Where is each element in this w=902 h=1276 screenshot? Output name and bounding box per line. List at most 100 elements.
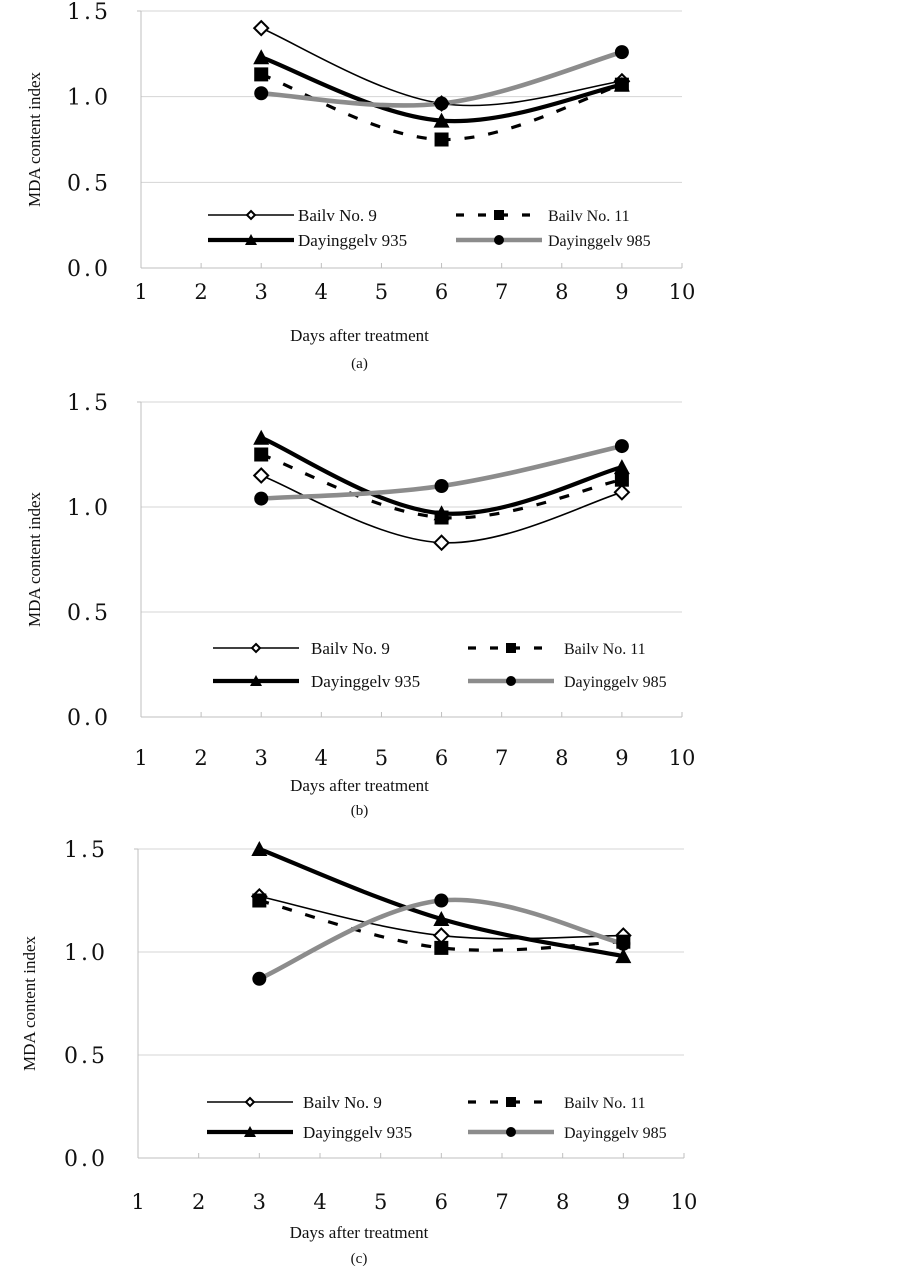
chart-b-svg: 0.0 0.5 1.0 1.5 1 2 3 4 5 6 7 8 9 10 Days after treatm…	[25, 391, 696, 819]
legend-label: Dayinggelv 985	[548, 233, 651, 250]
x-tick-label: 6	[435, 1190, 448, 1214]
legend-marker	[245, 209, 257, 221]
y-tick-label: 1.5	[67, 0, 111, 25]
legend-label: Bailv No. 9	[311, 639, 390, 658]
x-tick-label: 3	[255, 280, 268, 304]
x-tick-label: 5	[374, 1190, 387, 1214]
data-point-bailv-no-11	[254, 447, 269, 462]
chart-a-svg: 0.0 0.5 1.0 1.5 1 2 3 4 5 6 7 8 9 10 Days after treatm…	[25, 0, 696, 372]
legend-marker	[506, 643, 516, 653]
x-tick-label: 6	[435, 280, 448, 304]
data-point-dayinggelv-935	[253, 429, 270, 445]
x-tick-label: 4	[313, 1190, 326, 1214]
data-point-dayinggelv-985	[434, 893, 449, 908]
panel-label: (a)	[351, 356, 368, 372]
y-tick-label: 1.0	[64, 941, 108, 966]
data-point-dayinggelv-935	[433, 911, 450, 927]
data-point-bailv-no-9	[433, 534, 450, 552]
legend-label: Bailv No. 11	[548, 208, 630, 225]
y-tick-label: 1.0	[67, 86, 111, 111]
x-tick-label: 8	[556, 1190, 569, 1214]
data-point-bailv-no-11	[254, 67, 269, 82]
data-point-dayinggelv-935	[251, 841, 268, 856]
legend-marker	[494, 210, 504, 220]
legend-label: Bailv No. 11	[564, 641, 646, 658]
data-point-dayinggelv-935	[433, 505, 450, 521]
data-point-dayinggelv-935	[613, 459, 630, 475]
x-axis-label: Days after treatment	[290, 326, 429, 345]
x-tick-label: 1	[131, 1190, 144, 1214]
legend-label: Dayinggelv 935	[298, 231, 407, 250]
x-tick-label: 10	[669, 746, 696, 770]
legend-label: Dayinggelv 985	[564, 1125, 667, 1142]
x-tick-label: 8	[555, 280, 568, 304]
x-axis-label: Days after treatment	[290, 776, 429, 795]
x-tick-label: 1	[134, 746, 147, 770]
data-point-bailv-no-9	[613, 483, 631, 501]
chart-panel-c: 0.0 0.5 1.0 1.5 1 2 3 4 5 6 7 8 9 10 Days after treatm…	[0, 825, 902, 1271]
data-point-dayinggelv-985	[252, 971, 267, 986]
y-tick-label: 0.0	[64, 1147, 108, 1172]
data-point-dayinggelv-935	[615, 948, 632, 964]
legend-marker	[244, 1096, 256, 1108]
x-tick-label: 9	[615, 280, 628, 304]
y-tick-label: 0.0	[67, 706, 111, 731]
data-point-dayinggelv-935	[253, 49, 270, 65]
x-tick-label: 2	[194, 746, 207, 770]
series-line-bailv-no-9	[260, 27, 622, 107]
y-tick-label: 1.0	[67, 496, 111, 521]
y-tick-label: 1.5	[67, 391, 111, 416]
legend-marker	[244, 1126, 256, 1137]
data-point-bailv-no-9	[432, 927, 450, 944]
data-point-bailv-no-11	[252, 893, 267, 908]
y-tick-label: 1.5	[64, 838, 108, 863]
y-axis-label: MDA content index	[25, 71, 44, 207]
x-tick-label: 4	[315, 280, 328, 304]
data-point-dayinggelv-985	[254, 491, 269, 506]
x-tick-label: 7	[495, 1190, 508, 1214]
x-tick-label: 5	[375, 280, 388, 304]
chart-c-svg: 0.0 0.5 1.0 1.5 1 2 3 4 5 6 7 8 9 10 Days after treatm…	[20, 838, 698, 1267]
legend-label: Bailv No. 9	[303, 1093, 382, 1112]
data-point-dayinggelv-985	[614, 439, 629, 454]
data-point-dayinggelv-935	[613, 76, 630, 92]
legend-marker	[494, 235, 504, 245]
data-point-dayinggelv-985	[616, 936, 631, 951]
x-tick-label: 10	[671, 1190, 698, 1214]
x-tick-label: 10	[669, 280, 696, 304]
x-tick-label: 9	[617, 1190, 630, 1214]
legend-label: Bailv No. 11	[564, 1095, 646, 1112]
x-tick-label: 2	[192, 1190, 205, 1214]
x-tick-label: 3	[255, 746, 268, 770]
x-tick-label: 5	[375, 746, 388, 770]
data-point-bailv-no-11	[434, 132, 449, 147]
y-tick-label: 0.5	[67, 171, 111, 196]
data-point-dayinggelv-935	[433, 112, 450, 128]
y-tick-label: 0.0	[67, 257, 111, 282]
y-axis-label: MDA content index	[20, 935, 39, 1071]
legend-label: Dayinggelv 935	[311, 672, 420, 691]
x-axis-label: Days after treatment	[290, 1223, 429, 1242]
y-axis-label: MDA content index	[25, 491, 44, 627]
x-tick-label: 7	[495, 746, 508, 770]
x-tick-label: 1	[134, 280, 147, 304]
x-tick-label: 9	[615, 746, 628, 770]
legend-marker	[506, 1097, 516, 1107]
legend-marker	[506, 1127, 516, 1137]
series-line-dayinggelv-935	[260, 435, 623, 516]
data-point-bailv-no-9	[252, 467, 270, 484]
legend-marker	[250, 675, 262, 686]
data-point-dayinggelv-985	[434, 479, 449, 493]
panel-label: (b)	[351, 803, 369, 819]
data-point-bailv-no-11	[614, 472, 629, 487]
data-point-bailv-no-11	[434, 940, 449, 955]
x-tick-label: 2	[194, 280, 207, 304]
data-point-dayinggelv-985	[434, 96, 449, 111]
x-tick-label: 7	[495, 280, 508, 304]
x-tick-label: 6	[435, 746, 448, 770]
chart-panel-a: 0.0 0.5 1.0 1.5 1 2 3 4 5 6 7 8 9 10 Days after treatm…	[0, 0, 902, 385]
panel-label: (c)	[351, 1251, 368, 1267]
x-tick-label: 8	[555, 746, 568, 770]
x-tick-label: 3	[253, 1190, 266, 1214]
data-point-dayinggelv-985	[614, 45, 629, 60]
